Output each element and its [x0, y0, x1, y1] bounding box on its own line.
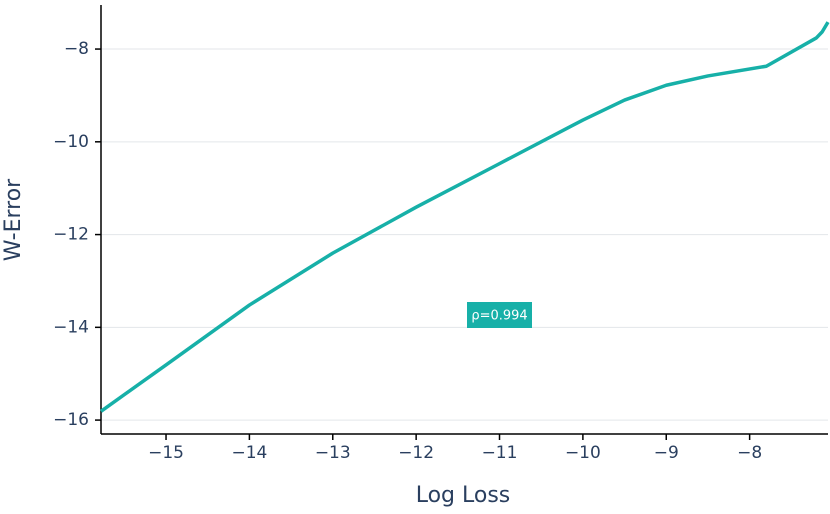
y-axis-label: W-Error [1, 178, 26, 261]
y-tick-label: −12 [53, 225, 89, 245]
y-tick-label: −8 [64, 39, 89, 59]
y-tick-label: −14 [53, 317, 89, 337]
x-tick-label: −12 [398, 443, 434, 463]
annotation: ρ=0.994 [467, 302, 532, 328]
x-tick-label: −13 [315, 443, 351, 463]
annotation-box [467, 302, 532, 328]
x-tick-label: −8 [737, 443, 762, 463]
x-tick-label: −11 [482, 443, 518, 463]
y-tick-label: −10 [53, 132, 89, 152]
y-tick-label: −16 [53, 410, 89, 430]
line [99, 21, 830, 413]
x-axis-label: Log Loss [416, 483, 511, 508]
x-tick-label: −15 [148, 443, 184, 463]
annotation-text: ρ=0.994 [471, 309, 527, 324]
x-tick-label: −9 [654, 443, 679, 463]
x-tick-label: −10 [565, 443, 601, 463]
x-tick-label: −14 [231, 443, 267, 463]
